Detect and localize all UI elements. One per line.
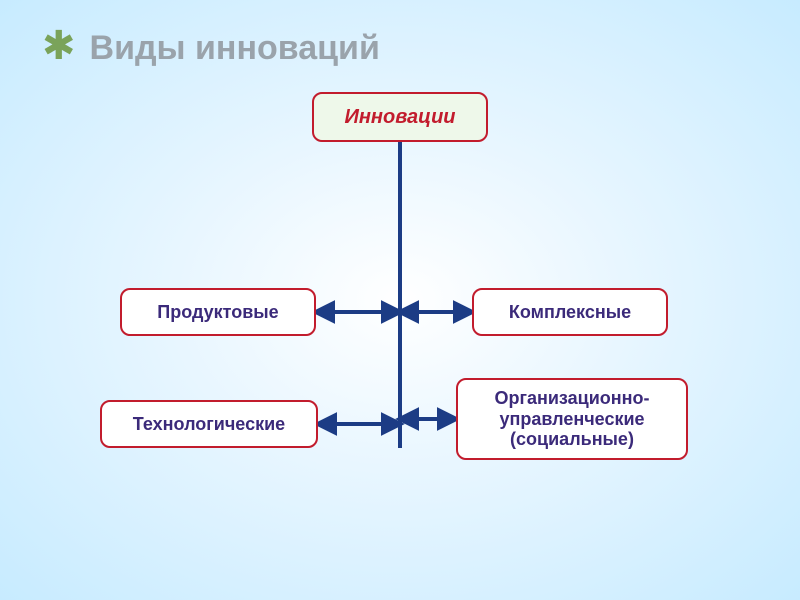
node-product-label: Продуктовые xyxy=(157,302,278,323)
asterisk-icon: ✱ xyxy=(42,26,76,66)
node-product: Продуктовые xyxy=(120,288,316,336)
node-org-label: Организационно-управленческие(социальные… xyxy=(494,388,649,450)
page-title: Виды инноваций xyxy=(90,29,380,68)
node-tech-label: Технологические xyxy=(133,414,285,435)
node-root-label: Инновации xyxy=(344,106,455,129)
slide: ✱ Виды инноваций Инновации Продуктовые К… xyxy=(0,0,800,600)
title-row: ✱ Виды инноваций xyxy=(42,28,380,68)
node-tech: Технологические xyxy=(100,400,318,448)
node-complex-label: Комплексные xyxy=(509,302,631,323)
node-complex: Комплексные xyxy=(472,288,668,336)
node-root: Инновации xyxy=(312,92,488,142)
node-org: Организационно-управленческие(социальные… xyxy=(456,378,688,460)
